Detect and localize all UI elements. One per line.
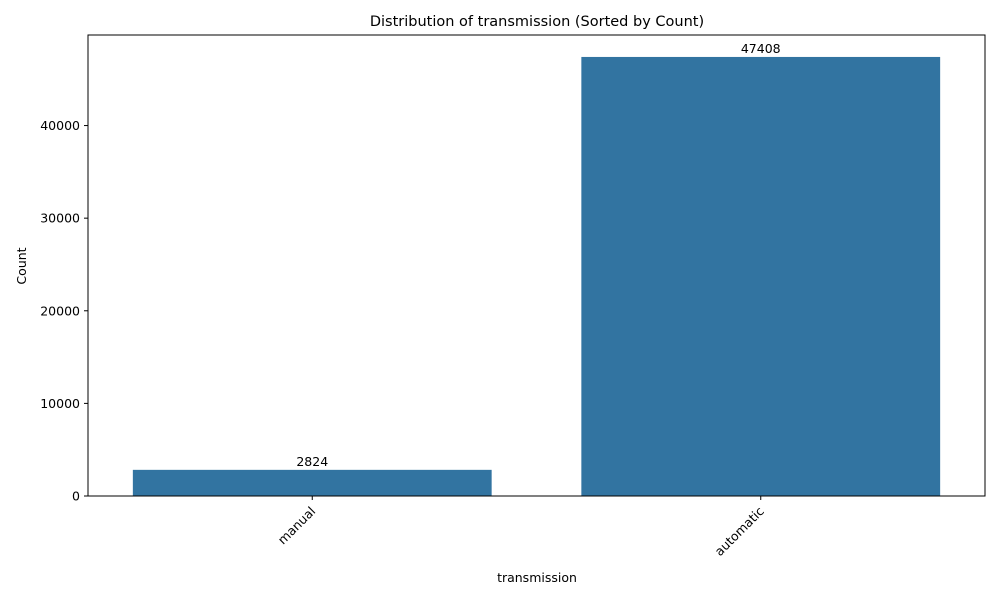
plot-frame bbox=[87, 34, 986, 497]
value-label-manual: 2824 bbox=[296, 454, 328, 469]
value-labels-layer: 2824 47408 bbox=[296, 41, 780, 469]
bar-manual bbox=[132, 469, 492, 496]
y-tick-label: 0 bbox=[72, 489, 80, 504]
y-tick-label: 20000 bbox=[40, 303, 80, 318]
chart-title: Distribution of transmission (Sorted by … bbox=[370, 14, 704, 30]
x-tick-label-automatic: automatic bbox=[712, 503, 767, 558]
x-tick-label-manual: manual bbox=[275, 504, 319, 548]
bars-layer bbox=[132, 56, 941, 496]
y-axis-label: Count bbox=[14, 247, 29, 284]
y-tick-label: 30000 bbox=[40, 211, 80, 226]
y-tick-label: 40000 bbox=[40, 118, 80, 133]
x-axis: manual automatic bbox=[275, 496, 767, 559]
x-axis-label: transmission bbox=[497, 570, 577, 585]
bar-automatic bbox=[581, 56, 941, 496]
y-axis: 0 10000 20000 30000 40000 bbox=[40, 118, 88, 504]
value-label-automatic: 47408 bbox=[741, 41, 781, 56]
y-tick-label: 10000 bbox=[40, 396, 80, 411]
